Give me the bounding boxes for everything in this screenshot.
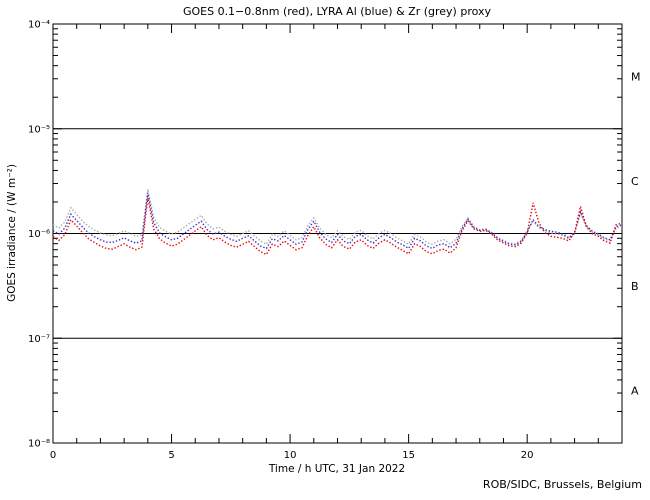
x-tick-label: 10	[284, 450, 297, 461]
y-tick-label: 10⁻⁶	[28, 229, 50, 240]
y-tick-label: 10⁻⁷	[28, 334, 50, 345]
credit-text: ROB/SIDC, Brussels, Belgium	[483, 478, 642, 491]
y-tick-label: 10⁻⁴	[28, 20, 50, 31]
flare-class-label: C	[631, 175, 639, 188]
flare-class-label: M	[631, 70, 641, 83]
series-lyra-zr-proxy	[52, 189, 623, 246]
x-tick-label: 20	[521, 450, 534, 461]
series-goes-0-1-0-8nm	[52, 197, 623, 256]
axis-tick-labels: 10⁻⁴ 10⁻⁵ 10⁻⁶ 10⁻⁷ 10⁻⁸0 5 10 15 20 M C B A	[28, 20, 641, 462]
series-lyra-al-proxy	[52, 192, 623, 250]
chart-title: GOES 0.1−0.8nm (red), LYRA Al (blue) & Z…	[183, 5, 492, 18]
y-axis-label: GOES irradiance / (W m⁻²)	[6, 164, 18, 302]
y-tick-label: 10⁻⁵	[28, 124, 50, 135]
x-tick-label: 15	[402, 450, 415, 461]
flare-class-label: A	[631, 385, 639, 398]
x-tick-label: 5	[168, 450, 174, 461]
data-series	[52, 189, 623, 256]
x-tick-label: 0	[50, 450, 56, 461]
x-axis-label: Time / h UTC, 31 Jan 2022	[268, 463, 405, 475]
y-tick-label: 10⁻⁸	[28, 439, 50, 450]
flare-class-label: B	[631, 280, 639, 293]
